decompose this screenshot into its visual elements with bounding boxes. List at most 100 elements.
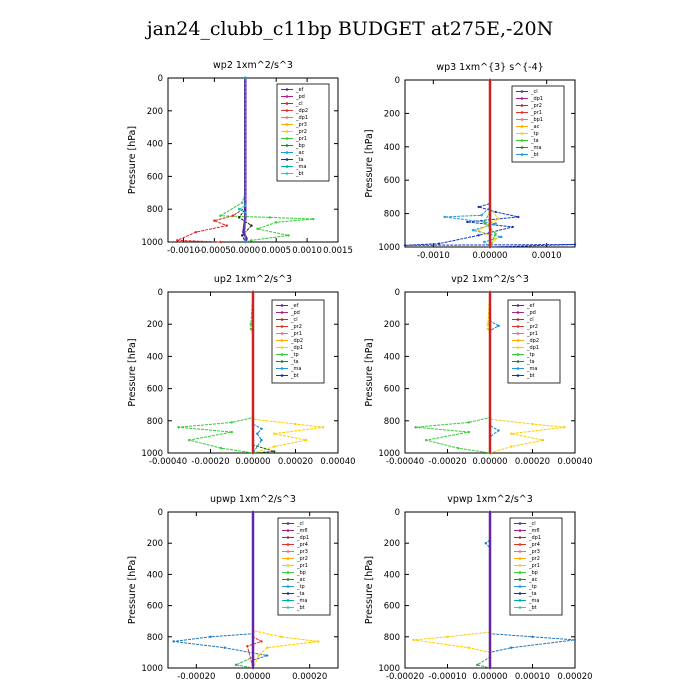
legend-marker bbox=[280, 332, 284, 335]
legend-label: _cl bbox=[528, 521, 536, 527]
series-line bbox=[489, 292, 565, 454]
series-line bbox=[234, 512, 254, 669]
data-point bbox=[563, 426, 566, 429]
data-point bbox=[425, 438, 428, 442]
data-point bbox=[251, 290, 255, 294]
legend-marker bbox=[280, 311, 284, 314]
y-tick-label: 0 bbox=[158, 288, 163, 298]
legend-label: _pr2 bbox=[295, 129, 307, 135]
x-tick-label: 0.00040 bbox=[557, 457, 592, 467]
legend-marker bbox=[518, 529, 522, 532]
y-axis-label: Pressure [hPa] bbox=[364, 556, 375, 624]
data-point bbox=[240, 234, 244, 237]
legend-label: _cl bbox=[526, 317, 534, 323]
data-point bbox=[414, 426, 417, 429]
data-point bbox=[573, 243, 577, 246]
data-point bbox=[273, 450, 276, 453]
x-tick-label: -0.0010 bbox=[167, 246, 200, 256]
series-line bbox=[483, 80, 497, 248]
y-tick-label: 600 bbox=[384, 602, 400, 612]
legend-label: _pr1 bbox=[290, 331, 302, 337]
series-line bbox=[444, 80, 504, 248]
legend-label: _ta bbox=[290, 359, 299, 365]
legend-marker bbox=[286, 536, 290, 539]
legend-label: _dp1 bbox=[290, 345, 303, 351]
x-tick-label: 0.00040 bbox=[320, 457, 355, 467]
data-point bbox=[237, 208, 241, 211]
data-point bbox=[467, 430, 470, 434]
legend-marker bbox=[518, 592, 522, 595]
series-line bbox=[489, 292, 500, 453]
x-tick-label: -0.0010 bbox=[417, 251, 450, 261]
data-point bbox=[510, 432, 513, 435]
legend-label: _dp1 bbox=[295, 115, 308, 121]
legend-label: _ta bbox=[295, 157, 304, 163]
y-axis-label: Pressure [hPa] bbox=[364, 338, 375, 406]
legend-label: _dp2 bbox=[526, 338, 539, 344]
data-point bbox=[480, 214, 483, 217]
x-tick-label: 0.00000 bbox=[472, 251, 507, 261]
legend-marker bbox=[516, 318, 520, 321]
legend-marker bbox=[286, 550, 290, 553]
data-point bbox=[484, 542, 487, 545]
series-line bbox=[252, 292, 324, 454]
data-point bbox=[225, 224, 228, 227]
legend-marker bbox=[285, 130, 289, 133]
legend-marker bbox=[518, 571, 522, 574]
data-point bbox=[256, 432, 259, 435]
legend-label: _ac bbox=[530, 124, 540, 130]
data-point bbox=[250, 239, 253, 242]
legend-marker bbox=[518, 564, 522, 567]
legend-label: _dp2 bbox=[295, 108, 308, 114]
data-point bbox=[219, 240, 222, 244]
data-point bbox=[230, 421, 233, 424]
data-point bbox=[486, 323, 490, 326]
data-point bbox=[256, 227, 259, 231]
series-line bbox=[252, 292, 275, 454]
panel-4: vp2 1xm^2/s^3 0 200 400 600 800 1000 Pressure [… bbox=[364, 274, 593, 467]
series-line bbox=[477, 80, 500, 248]
legend-label: _ta bbox=[296, 591, 305, 597]
legend-marker bbox=[516, 353, 520, 356]
legend-label: _bp1 bbox=[530, 117, 543, 123]
legend-label: _pr2 bbox=[290, 324, 302, 330]
data-point bbox=[471, 229, 475, 232]
legend-marker bbox=[518, 543, 522, 546]
data-point bbox=[245, 237, 248, 240]
data-point bbox=[494, 232, 497, 235]
legend-label: _mfl bbox=[528, 528, 540, 534]
series-line bbox=[218, 78, 314, 243]
legend-label: _pr4 bbox=[296, 542, 308, 548]
legend-label: _ef bbox=[290, 303, 299, 309]
y-tick-label: 600 bbox=[384, 176, 400, 186]
y-tick-label: 200 bbox=[147, 107, 163, 117]
y-tick-label: 400 bbox=[384, 143, 400, 153]
panel-title: upwp 1xm^2/s^3 bbox=[210, 494, 296, 505]
y-tick-label: 1000 bbox=[141, 449, 163, 459]
y-tick-label: 600 bbox=[147, 385, 163, 395]
legend-marker bbox=[516, 325, 520, 328]
legend-marker bbox=[286, 599, 290, 602]
y-axis-label: Pressure [hPa] bbox=[364, 129, 375, 197]
data-point bbox=[494, 210, 497, 214]
data-point bbox=[230, 430, 233, 434]
y-tick-label: 800 bbox=[384, 633, 400, 643]
legend-label: _ma bbox=[526, 366, 537, 372]
legend-marker bbox=[286, 557, 290, 560]
data-point bbox=[251, 666, 255, 670]
data-point bbox=[188, 438, 191, 442]
data-point bbox=[244, 204, 247, 208]
legend-label: _ac bbox=[528, 577, 538, 583]
legend-label: _ta bbox=[528, 591, 537, 597]
data-point bbox=[194, 230, 198, 234]
legend-marker bbox=[285, 123, 289, 126]
y-tick-label: 200 bbox=[384, 109, 400, 119]
legend-marker bbox=[518, 606, 522, 609]
y-tick-label: 0 bbox=[158, 74, 163, 84]
y-tick-label: 600 bbox=[147, 602, 163, 612]
legend-label: _cl bbox=[295, 101, 303, 107]
x-tick-label: 0.00000 bbox=[472, 672, 507, 682]
legend-label: _ma bbox=[296, 598, 307, 604]
data-point bbox=[237, 216, 241, 219]
